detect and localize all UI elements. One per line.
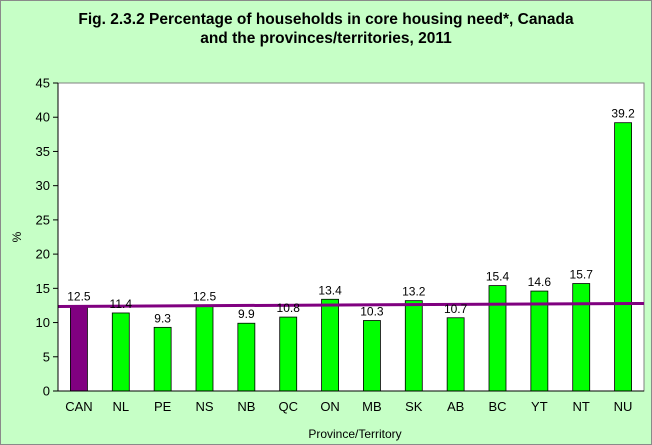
y-tick-label: 45: [36, 76, 50, 91]
y-axis-ticks: 0 5 10 15 20 25 30 35 40 45: [36, 76, 58, 399]
data-label-qc: 10.8: [277, 301, 301, 315]
category-label-ns: NS: [195, 399, 213, 414]
data-label-nl: 11.4: [110, 297, 133, 311]
y-tick-label: 25: [36, 212, 50, 227]
category-label-yt: YT: [531, 399, 548, 414]
bar-pe: [153, 326, 172, 392]
canada-reference-line: [57, 301, 645, 308]
category-label-qc: QC: [278, 399, 298, 414]
y-tick-label: 10: [36, 315, 50, 330]
category-label-pe: PE: [154, 399, 172, 414]
plot-area: [57, 82, 645, 392]
data-labels: 12.5 11.4 9.3 12.5 9.9 10.8 13.4 10.3 13.2 10.7 15…: [67, 107, 635, 326]
y-tick-label: 30: [36, 178, 50, 193]
data-label-ab: 10.7: [444, 302, 468, 316]
chart-title-line-1: Fig. 2.3.2 Percentage of households in c…: [78, 11, 574, 28]
data-label-ns: 12.5: [193, 289, 217, 303]
bar-nt: [572, 283, 591, 392]
y-tick-label: 20: [36, 247, 50, 262]
category-label-nu: NU: [614, 399, 633, 414]
y-axis-label: %: [10, 231, 24, 242]
bar-ns: [195, 305, 214, 392]
bars: [70, 122, 632, 392]
data-label-on: 13.4: [318, 283, 342, 297]
bar-yt: [530, 290, 549, 392]
bar-mb: [363, 320, 381, 392]
x-axis-categories: CAN NL PE NS NB QC ON MB SK AB BC YT NT NU: [65, 399, 632, 414]
chart-title-line-2: and the provinces/territories, 2011: [200, 30, 452, 47]
bar-sk: [404, 300, 423, 392]
y-tick-label: 0: [43, 384, 50, 399]
y-tick-label: 40: [36, 110, 50, 125]
data-label-mb: 10.3: [360, 305, 384, 319]
data-label-nt: 15.7: [570, 268, 594, 282]
bar-on: [321, 298, 339, 392]
chart-title: Fig. 2.3.2 Percentage of households in c…: [0, 10, 652, 48]
category-label-bc: BC: [488, 399, 506, 414]
category-label-mb: MB: [362, 399, 382, 414]
category-label-ab: AB: [447, 399, 464, 414]
y-tick-label: 5: [43, 349, 50, 364]
category-label-can: CAN: [65, 399, 92, 414]
canada-reference-line-group: [57, 301, 645, 308]
data-label-yt: 14.6: [528, 275, 552, 289]
data-label-bc: 15.4: [486, 270, 510, 284]
data-label-nb: 9.9: [238, 307, 255, 321]
data-label-nu: 39.2: [611, 107, 635, 121]
y-tick-label: 35: [36, 144, 50, 159]
x-axis-label: Province/Territory: [308, 427, 401, 441]
bar-nu: [614, 122, 632, 392]
data-label-pe: 9.3: [154, 311, 171, 325]
y-tick-label: 15: [36, 281, 50, 296]
category-label-on: ON: [320, 399, 340, 414]
data-label-sk: 13.2: [402, 285, 426, 299]
category-label-sk: SK: [405, 399, 423, 414]
bar-bc: [488, 285, 507, 392]
data-label-can: 12.5: [67, 289, 91, 303]
category-label-nt: NT: [573, 399, 590, 414]
category-label-nb: NB: [237, 399, 255, 414]
bar-can: [70, 305, 88, 392]
bar-nb: [237, 322, 256, 392]
bar-nl: [111, 312, 130, 392]
bar-qc: [279, 316, 298, 392]
category-label-nl: NL: [112, 399, 129, 414]
bar-ab: [446, 317, 465, 392]
